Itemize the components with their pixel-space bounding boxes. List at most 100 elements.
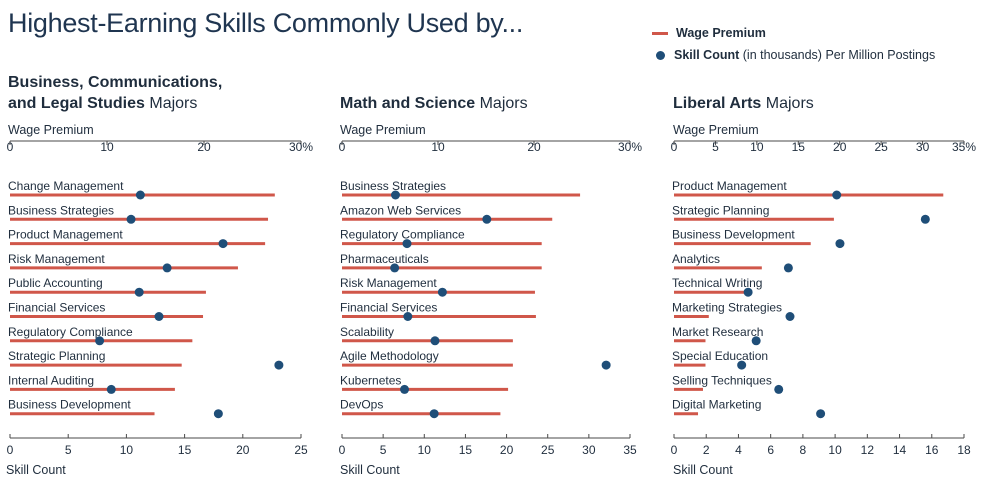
skill-count-dot xyxy=(402,239,412,249)
skill-count-dot xyxy=(400,384,410,394)
skill-count-dot xyxy=(743,287,753,297)
bottom-axis-tick-label: 14 xyxy=(893,443,907,457)
bottom-axis-tick-label: 5 xyxy=(380,443,387,457)
skill-count-dot xyxy=(835,239,845,249)
legend: Wage Premium Skill Count (in thousands) … xyxy=(652,22,935,66)
bottom-axis-tick-label: 10 xyxy=(828,443,842,457)
top-axis-title-math: Wage Premium xyxy=(340,123,426,137)
skill-count-dot xyxy=(154,312,164,321)
skill-count-dot xyxy=(390,190,400,200)
bottom-axis-tick-label: 16 xyxy=(925,443,939,457)
bottom-axis-tick-label: 0 xyxy=(7,443,14,457)
skill-count-dot xyxy=(95,336,105,346)
bottom-axis-tick-label: 30 xyxy=(582,443,596,457)
category-label: Regulatory Compliance xyxy=(8,325,133,339)
skill-count-dot xyxy=(437,287,447,297)
bottom-axis-tick-label: 20 xyxy=(500,443,514,457)
skill-count-dot xyxy=(816,409,826,419)
top-axis-title-business: Wage Premium xyxy=(8,123,94,137)
panel-title-math-suffix: Majors xyxy=(475,95,528,112)
category-label: Financial Services xyxy=(8,301,105,315)
top-axis-tick-label: 30% xyxy=(618,140,642,154)
legend-wage-label: Wage Premium xyxy=(676,26,766,40)
top-axis-tick-label: 0 xyxy=(7,140,14,154)
skill-count-dot xyxy=(783,263,793,273)
panel-title-liberal-bold: Liberal Arts xyxy=(673,95,762,112)
panel-title-business-suffix: Majors xyxy=(144,95,198,112)
panel-title-liberal: Liberal Arts Majors xyxy=(673,93,814,114)
category-label: Special Education xyxy=(672,349,768,363)
top-axis-tick-label: 20 xyxy=(527,140,541,154)
panel-title-liberal-suffix: Majors xyxy=(761,95,814,112)
skill-count-dot xyxy=(785,312,795,321)
page-title: Highest-Earning Skills Commonly Used by.… xyxy=(8,8,524,38)
top-axis-tick-label: 30 xyxy=(916,140,930,154)
bottom-axis-tick-label: 25 xyxy=(541,443,555,457)
category-label: Regulatory Compliance xyxy=(340,228,465,242)
top-axis-tick-label: 20 xyxy=(833,140,847,154)
top-axis-tick-label: 15 xyxy=(792,140,806,154)
bottom-axis-tick-label: 5 xyxy=(65,443,72,457)
skill-count-dot xyxy=(126,214,136,224)
legend-skill-label-rest: (in thousands) Per Million Postings xyxy=(739,48,936,62)
category-label: Kubernetes xyxy=(340,373,401,387)
panel-title-math-bold: Math and Science xyxy=(340,95,476,112)
top-axis-tick-label: 0 xyxy=(339,140,346,154)
skill-count-dot xyxy=(106,384,116,394)
top-axis-tick-label: 35% xyxy=(952,140,976,154)
category-label: Product Management xyxy=(672,179,787,193)
skill-count-dot xyxy=(135,190,145,200)
category-label: Digital Marketing xyxy=(672,398,761,412)
category-label: Market Research xyxy=(672,325,763,339)
category-label: Change Management xyxy=(8,179,124,193)
legend-skill-label-bold: Skill Count xyxy=(674,48,740,62)
category-label: Strategic Planning xyxy=(672,203,769,217)
bottom-axis-title-math: Skill Count xyxy=(340,463,400,477)
panel-title-business-line1: Business, Communications, xyxy=(8,74,223,91)
skill-dot-swatch xyxy=(656,50,665,60)
panel-title-math: Math and Science Majors xyxy=(340,93,528,114)
category-label: Risk Management xyxy=(340,276,437,290)
category-label: Agile Methodology xyxy=(340,349,439,363)
category-label: Financial Services xyxy=(340,301,437,315)
skill-count-dot xyxy=(920,214,930,224)
category-label: Public Accounting xyxy=(8,276,103,290)
bottom-axis-tick-label: 0 xyxy=(339,443,346,457)
skill-count-dot xyxy=(274,360,284,370)
category-label: DevOps xyxy=(340,398,383,412)
category-label: Risk Management xyxy=(8,252,105,266)
skill-count-dot xyxy=(751,336,761,346)
top-axis-tick-label: 10 xyxy=(750,140,764,154)
bottom-axis-tick-label: 0 xyxy=(671,443,678,457)
bottom-axis-title-business: Skill Count xyxy=(6,463,66,477)
skill-count-dot xyxy=(213,409,223,419)
category-label: Pharmaceuticals xyxy=(340,252,429,266)
category-label: Analytics xyxy=(672,252,720,266)
bottom-axis-tick-label: 8 xyxy=(800,443,807,457)
bottom-axis-tick-label: 20 xyxy=(236,443,250,457)
skill-count-dot xyxy=(737,360,747,370)
category-label: Strategic Planning xyxy=(8,349,105,363)
category-label: Technical Writing xyxy=(672,276,762,290)
skill-count-dot xyxy=(162,263,172,273)
skill-count-dot xyxy=(601,360,611,370)
bottom-axis-tick-label: 10 xyxy=(120,443,134,457)
category-label: Business Development xyxy=(8,398,131,412)
top-axis-tick-label: 10 xyxy=(431,140,445,154)
skill-count-dot xyxy=(774,384,784,394)
legend-skill: Skill Count (in thousands) Per Million P… xyxy=(652,44,935,66)
skill-count-dot xyxy=(429,409,439,419)
wage-line-swatch xyxy=(652,31,668,35)
skill-count-dot xyxy=(134,287,144,297)
bottom-axis-tick-label: 10 xyxy=(418,443,432,457)
category-label: Amazon Web Services xyxy=(340,203,461,217)
top-axis-tick-label: 20 xyxy=(197,140,211,154)
skill-count-dot xyxy=(430,336,440,346)
category-label: Business Strategies xyxy=(8,203,114,217)
category-label: Business Strategies xyxy=(340,179,446,193)
category-label: Marketing Strategies xyxy=(672,301,782,315)
top-axis-tick-label: 0 xyxy=(671,140,678,154)
legend-wage: Wage Premium xyxy=(652,22,935,44)
category-label: Selling Techniques xyxy=(672,373,772,387)
bottom-axis-tick-label: 6 xyxy=(767,443,774,457)
